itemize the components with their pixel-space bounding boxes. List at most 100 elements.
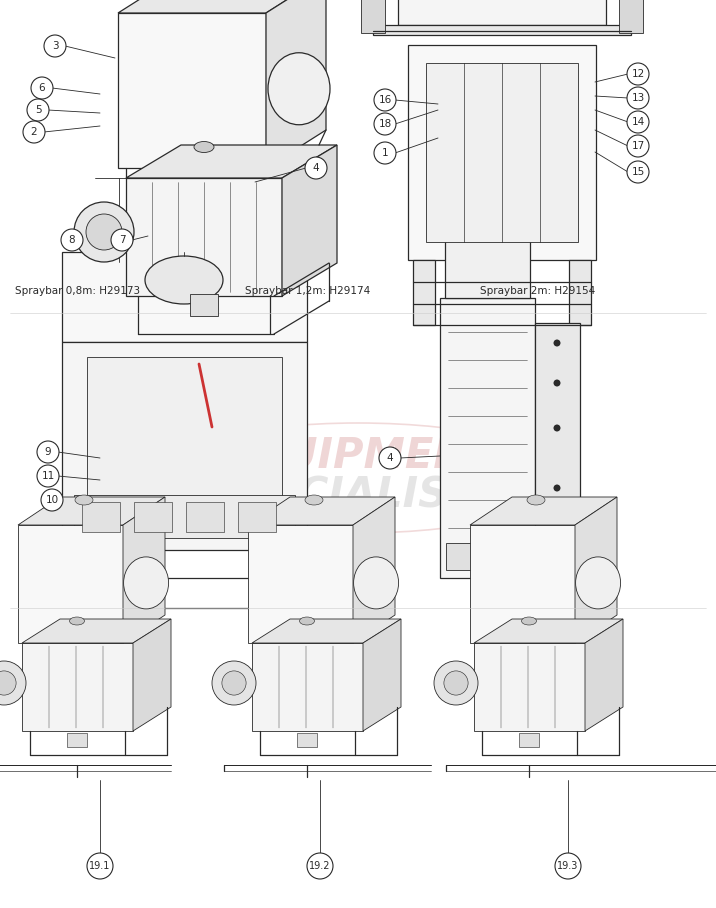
Polygon shape bbox=[363, 619, 401, 731]
Ellipse shape bbox=[268, 53, 330, 124]
Text: 19.3: 19.3 bbox=[557, 861, 579, 871]
Text: 8: 8 bbox=[69, 235, 75, 245]
Polygon shape bbox=[445, 233, 530, 298]
Circle shape bbox=[627, 161, 649, 183]
Polygon shape bbox=[413, 260, 435, 325]
Polygon shape bbox=[297, 733, 317, 747]
Text: 14: 14 bbox=[632, 117, 644, 127]
Circle shape bbox=[434, 661, 478, 705]
Text: 19.2: 19.2 bbox=[309, 861, 331, 871]
Polygon shape bbox=[426, 63, 578, 242]
Text: 13: 13 bbox=[632, 93, 644, 103]
Polygon shape bbox=[186, 502, 224, 532]
Circle shape bbox=[212, 661, 256, 705]
Text: Spraybar 1,2m: H29174: Spraybar 1,2m: H29174 bbox=[245, 286, 370, 296]
Circle shape bbox=[27, 99, 49, 121]
Circle shape bbox=[553, 380, 561, 387]
Ellipse shape bbox=[305, 495, 323, 505]
Polygon shape bbox=[126, 145, 337, 178]
Polygon shape bbox=[123, 497, 165, 643]
Text: 5: 5 bbox=[34, 105, 42, 115]
Polygon shape bbox=[470, 497, 617, 525]
Text: 10: 10 bbox=[45, 495, 59, 505]
Circle shape bbox=[555, 853, 581, 879]
Polygon shape bbox=[440, 298, 535, 578]
Polygon shape bbox=[373, 25, 631, 35]
Ellipse shape bbox=[69, 617, 84, 625]
Circle shape bbox=[87, 853, 113, 879]
Text: 9: 9 bbox=[44, 447, 52, 457]
Polygon shape bbox=[248, 525, 353, 643]
Polygon shape bbox=[126, 178, 282, 296]
Circle shape bbox=[553, 340, 561, 347]
Text: EQUIPMENT: EQUIPMENT bbox=[220, 435, 496, 477]
Polygon shape bbox=[474, 643, 585, 731]
Text: 2: 2 bbox=[31, 127, 37, 137]
Text: 1: 1 bbox=[382, 148, 388, 158]
Circle shape bbox=[0, 671, 16, 696]
Circle shape bbox=[222, 671, 246, 696]
Circle shape bbox=[627, 87, 649, 109]
Polygon shape bbox=[80, 550, 96, 608]
Polygon shape bbox=[408, 45, 596, 260]
Polygon shape bbox=[490, 543, 529, 570]
Polygon shape bbox=[62, 342, 307, 550]
Polygon shape bbox=[118, 13, 266, 168]
Polygon shape bbox=[361, 0, 385, 33]
Text: 4: 4 bbox=[387, 453, 393, 463]
Polygon shape bbox=[62, 252, 307, 342]
Ellipse shape bbox=[354, 557, 399, 609]
Polygon shape bbox=[18, 525, 123, 643]
Circle shape bbox=[627, 63, 649, 85]
Polygon shape bbox=[82, 502, 120, 532]
Ellipse shape bbox=[124, 557, 168, 609]
Circle shape bbox=[111, 229, 133, 251]
Polygon shape bbox=[190, 294, 218, 316]
Circle shape bbox=[627, 111, 649, 133]
Polygon shape bbox=[619, 0, 643, 33]
Polygon shape bbox=[118, 0, 326, 13]
Polygon shape bbox=[18, 497, 165, 525]
Circle shape bbox=[23, 121, 45, 143]
Circle shape bbox=[553, 485, 561, 491]
Polygon shape bbox=[252, 643, 363, 731]
Text: Spraybar 0,8m: H29173: Spraybar 0,8m: H29173 bbox=[15, 286, 140, 296]
Polygon shape bbox=[519, 733, 539, 747]
Circle shape bbox=[627, 135, 649, 157]
Circle shape bbox=[307, 853, 333, 879]
Polygon shape bbox=[67, 733, 87, 747]
Polygon shape bbox=[585, 619, 623, 731]
Text: 11: 11 bbox=[42, 471, 54, 481]
Ellipse shape bbox=[521, 617, 536, 625]
Ellipse shape bbox=[145, 256, 223, 304]
Text: 17: 17 bbox=[632, 141, 644, 151]
Ellipse shape bbox=[299, 617, 314, 625]
Circle shape bbox=[374, 142, 396, 164]
Polygon shape bbox=[535, 323, 580, 518]
Polygon shape bbox=[22, 643, 133, 731]
Polygon shape bbox=[474, 619, 623, 643]
Circle shape bbox=[31, 77, 53, 99]
Ellipse shape bbox=[527, 495, 545, 505]
Circle shape bbox=[305, 157, 327, 179]
Circle shape bbox=[41, 489, 63, 511]
Polygon shape bbox=[398, 0, 606, 25]
Circle shape bbox=[37, 441, 59, 463]
Polygon shape bbox=[238, 502, 276, 532]
Circle shape bbox=[44, 35, 66, 57]
Polygon shape bbox=[470, 525, 575, 643]
Circle shape bbox=[374, 89, 396, 111]
Ellipse shape bbox=[576, 557, 621, 609]
Polygon shape bbox=[266, 0, 326, 168]
Text: 12: 12 bbox=[632, 69, 644, 79]
Text: Spraybar 2m: H29154: Spraybar 2m: H29154 bbox=[480, 286, 595, 296]
Text: 4: 4 bbox=[313, 163, 319, 173]
Circle shape bbox=[374, 113, 396, 135]
Text: SPECIALISTS: SPECIALISTS bbox=[209, 475, 507, 517]
Circle shape bbox=[0, 661, 26, 705]
Text: 19.1: 19.1 bbox=[90, 861, 111, 871]
Text: 6: 6 bbox=[39, 83, 45, 93]
Polygon shape bbox=[272, 550, 288, 608]
Polygon shape bbox=[252, 619, 401, 643]
Polygon shape bbox=[22, 619, 171, 643]
